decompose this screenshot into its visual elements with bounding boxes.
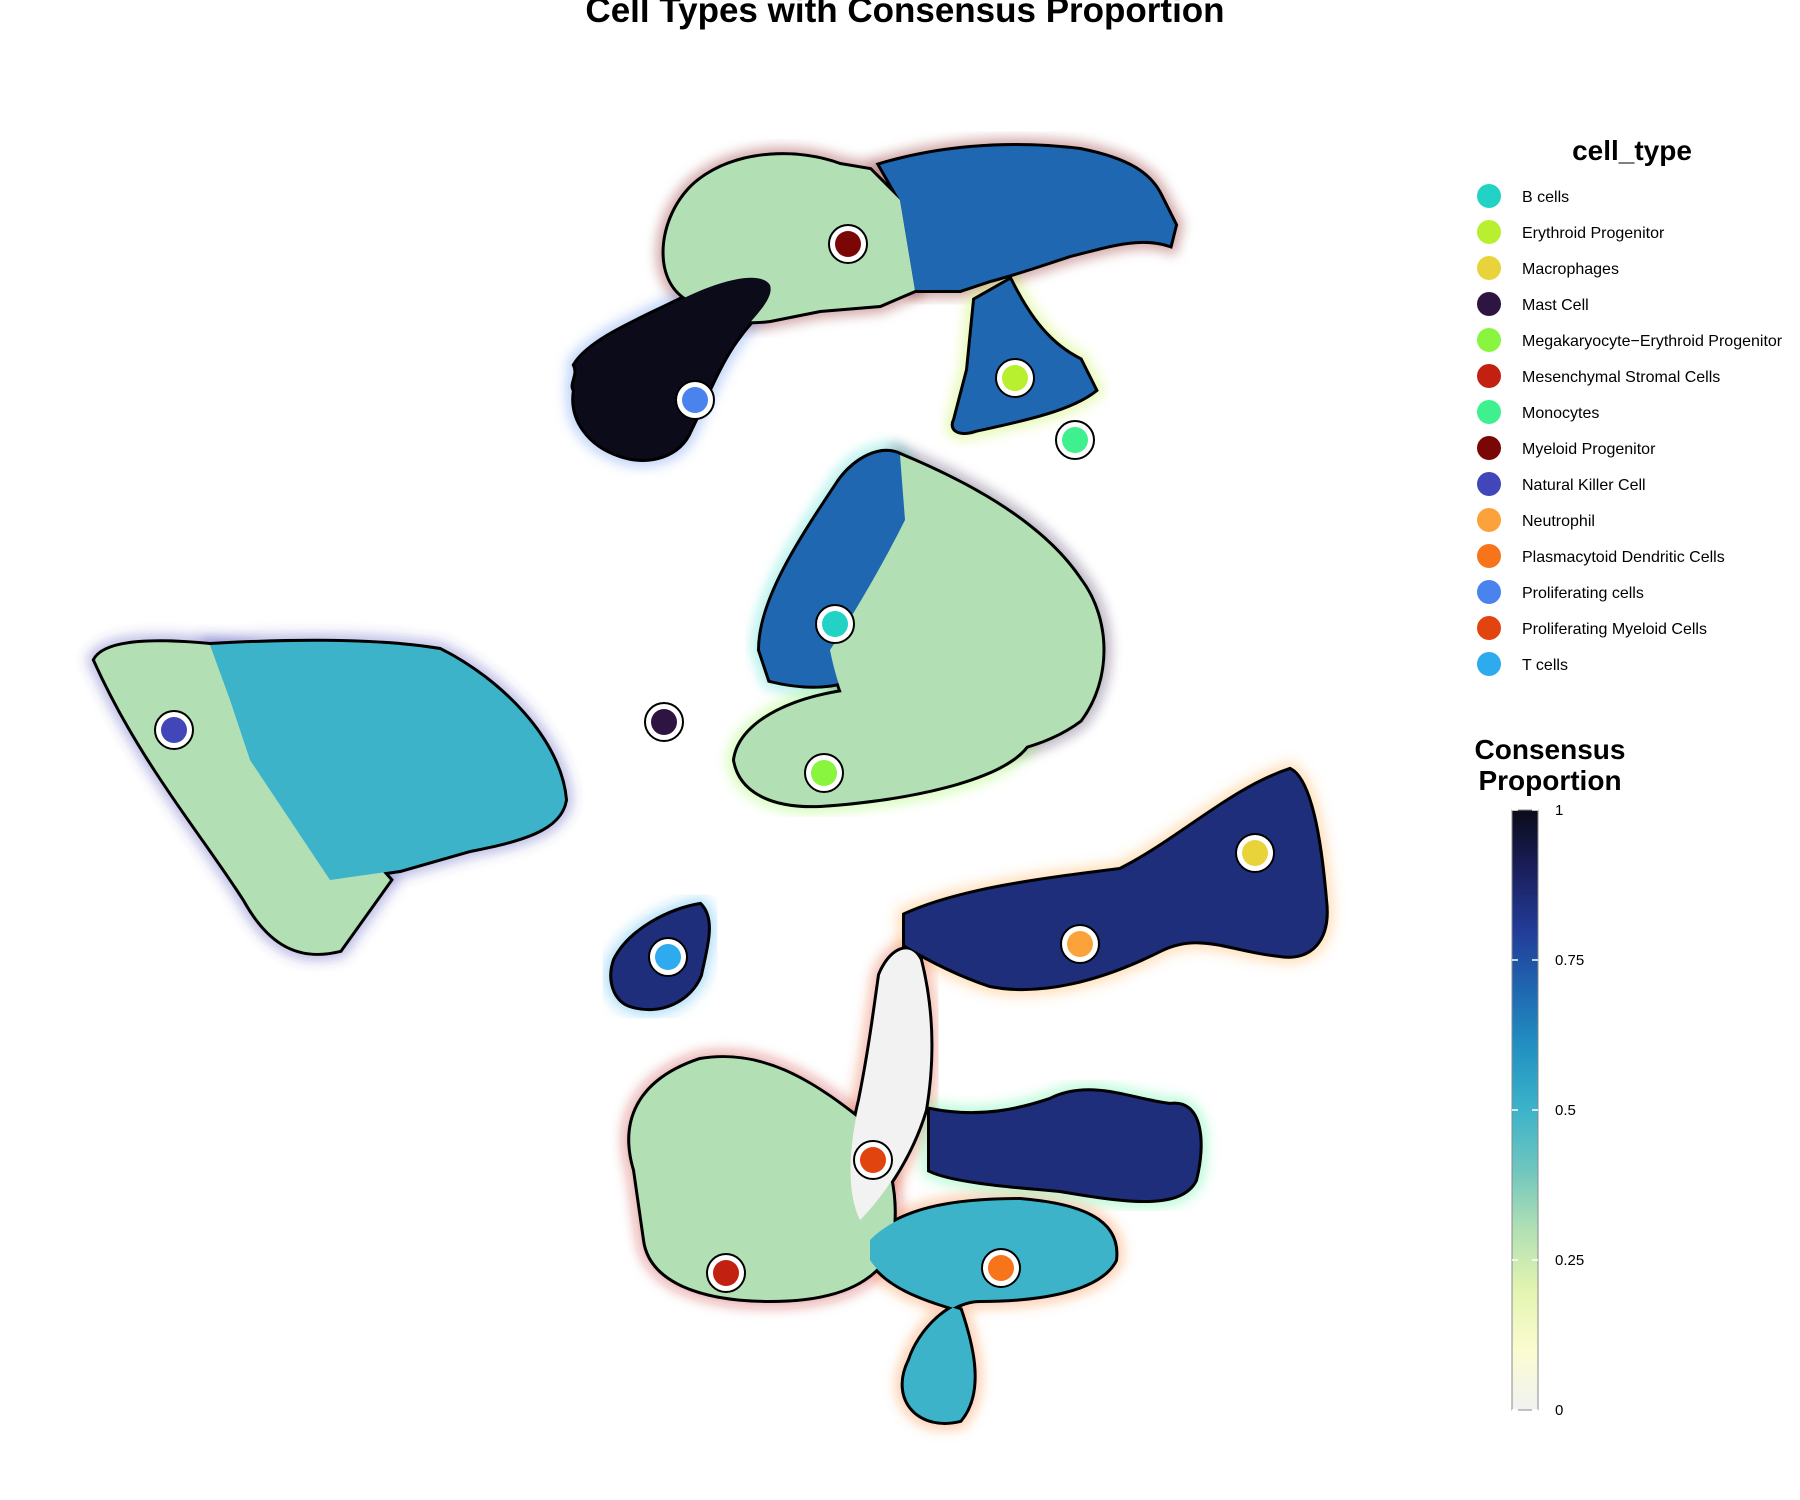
plot-area: [86, 137, 1334, 1430]
colorbar-tick-label: 0.75: [1555, 952, 1584, 969]
legend-swatch: [1477, 544, 1501, 568]
cluster-center-marker: [713, 1260, 739, 1286]
cluster-fill: [930, 1091, 1200, 1200]
legend-label: Erythroid Progenitor: [1522, 225, 1665, 242]
colorbar-tick-label: 1: [1555, 802, 1563, 819]
legend-label: Plasmacytoid Dendritic Cells: [1522, 549, 1725, 566]
legend-label: B cells: [1522, 189, 1569, 206]
legend-label: Megakaryocyte−Erythroid Progenitor: [1522, 333, 1783, 350]
cluster-center-marker: [1242, 840, 1268, 866]
cluster-fill: [210, 641, 565, 880]
chart-title: Cell Types with Consensus Proportion: [585, 0, 1224, 30]
cluster-center-marker: [655, 944, 681, 970]
legend-label: Mesenchymal Stromal Cells: [1522, 369, 1720, 386]
cluster-fill: [630, 1058, 894, 1300]
cluster-center-marker: [682, 387, 708, 413]
legend-swatch: [1477, 616, 1501, 640]
cluster-center-marker: [860, 1147, 886, 1173]
legend-swatch: [1477, 292, 1501, 316]
legend-swatch: [1477, 436, 1501, 460]
cluster-fill: [573, 277, 771, 459]
cluster-center-marker: [1062, 427, 1088, 453]
legend-label: Proliferating Myeloid Cells: [1522, 621, 1707, 638]
cluster-center-marker: [811, 760, 837, 786]
cluster-center-marker: [988, 1255, 1014, 1281]
legend-label: Neutrophil: [1522, 513, 1595, 530]
legend-swatch: [1477, 256, 1501, 280]
legend-swatch: [1477, 328, 1501, 352]
cluster-fills: [95, 145, 1326, 1422]
legend-label: T cells: [1522, 657, 1568, 674]
legend-swatch: [1477, 220, 1501, 244]
cluster-center-marker: [835, 231, 861, 257]
cluster-fill: [880, 145, 1175, 290]
cluster-fill: [664, 155, 915, 322]
consensus-colorbar: Consensus Proportion 1 0.75 0.5 0.25 0: [1475, 734, 1626, 1419]
colorbar-title-line2: Proportion: [1478, 765, 1621, 796]
legend-label: Myeloid Progenitor: [1522, 441, 1656, 458]
legend-swatch: [1477, 652, 1501, 676]
legend-items: B cells Erythroid Progenitor Macrophages Ma…: [1477, 184, 1783, 676]
legend-swatch: [1477, 400, 1501, 424]
legend-label: Mast Cell: [1522, 297, 1589, 314]
cluster-center-marker: [822, 611, 848, 637]
colorbar-ticks: 1 0.75 0.5 0.25 0: [1512, 802, 1584, 1419]
legend-swatch: [1477, 580, 1501, 604]
colorbar-title-line1: Consensus: [1475, 734, 1626, 765]
cluster-fill: [905, 770, 1326, 989]
cluster-fill: [870, 1200, 1116, 1422]
cluster-center-marker: [1067, 931, 1093, 957]
cell-type-legend: cell_type B cells Erythroid Progenitor Mac…: [1477, 135, 1783, 676]
colorbar-tick-label: 0.5: [1555, 1102, 1576, 1119]
cluster-center-marker: [161, 717, 187, 743]
cluster-fill: [953, 280, 1095, 432]
colorbar-tick-label: 0.25: [1555, 1252, 1584, 1269]
legend-swatch: [1477, 364, 1501, 388]
legend-swatch: [1477, 472, 1501, 496]
legend-swatch: [1477, 508, 1501, 532]
legend-swatch: [1477, 184, 1501, 208]
legend-label: Macrophages: [1522, 261, 1619, 278]
legend-label: Natural Killer Cell: [1522, 477, 1646, 494]
colorbar-tick-label: 0: [1555, 1402, 1563, 1419]
cluster-center-marker: [651, 709, 677, 735]
legend-label: Proliferating cells: [1522, 585, 1644, 602]
cluster-centers: [154, 224, 1275, 1293]
cluster-fill: [830, 455, 1103, 760]
cluster-center-marker: [1002, 365, 1028, 391]
legend-title: cell_type: [1572, 135, 1692, 166]
legend-label: Monocytes: [1522, 405, 1599, 422]
